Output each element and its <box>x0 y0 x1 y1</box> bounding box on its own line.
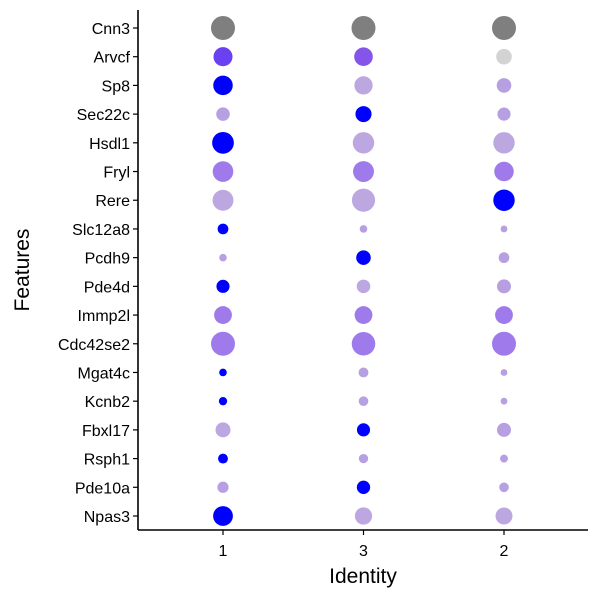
y-tick-label: Hsdl1 <box>89 136 130 153</box>
y-tick-label: Rsph1 <box>84 452 130 469</box>
dot-cdc42se2-3 <box>351 332 376 356</box>
y-tick-label: Kcnb2 <box>85 394 130 411</box>
x-axis-ticks: 1 3 2 <box>219 530 509 560</box>
dot-sec22c-3 <box>355 106 372 123</box>
dot-immp2l-3 <box>354 306 373 324</box>
dot-fryl-3 <box>353 161 374 182</box>
dot-hsdl1-2 <box>493 132 515 154</box>
dot-npas3-2 <box>495 507 513 525</box>
dot-rsph1-2 <box>500 454 508 463</box>
dot-mgat4c-2 <box>500 369 508 376</box>
dot-immp2l-2 <box>495 306 513 324</box>
dot-layer <box>211 16 516 526</box>
dot-hsdl1-1 <box>212 131 234 154</box>
dot-fbxl17-2 <box>497 422 511 437</box>
dot-rsph1-1 <box>218 453 228 464</box>
y-tick-label: Rere <box>95 193 130 210</box>
dot-cnn3-1 <box>211 16 235 40</box>
dot-fbxl17-1 <box>215 422 231 438</box>
dot-rere-2 <box>493 189 515 211</box>
dot-cnn3-2 <box>492 16 516 40</box>
x-tick-label: 1 <box>219 543 228 560</box>
y-axis-title: Features <box>11 229 34 312</box>
dot-arvcf-1 <box>213 47 233 67</box>
dot-kcnb2-1 <box>218 397 228 406</box>
dot-cdc42se2-1 <box>211 331 235 356</box>
dot-sp8-1 <box>213 75 233 96</box>
y-tick-label: Cnn3 <box>92 21 130 38</box>
y-tick-label: Slc12a8 <box>72 222 130 239</box>
dot-pcdh9-1 <box>219 253 227 262</box>
dot-arvcf-2 <box>496 48 512 65</box>
dot-sec22c-1 <box>216 107 230 121</box>
dot-pde10a-1 <box>217 481 229 493</box>
y-tick-label: Immp2l <box>78 308 130 325</box>
dot-pcdh9-2 <box>498 252 510 264</box>
dot-cdc42se2-2 <box>492 331 516 356</box>
dot-rere-1 <box>212 189 234 211</box>
y-tick-label: Sec22c <box>77 107 130 124</box>
dot-fbxl17-3 <box>356 423 371 437</box>
dot-rere-3 <box>351 188 376 212</box>
y-tick-label: Pde4d <box>84 279 130 296</box>
dot-slc12a8-1 <box>217 223 229 235</box>
dot-kcnb2-2 <box>500 397 508 405</box>
dot-npas3-3 <box>354 507 373 525</box>
dot-npas3-1 <box>213 506 233 526</box>
dot-rsph1-3 <box>358 453 369 464</box>
dot-pde4d-3 <box>356 279 371 294</box>
y-tick-label: Fbxl17 <box>82 423 130 440</box>
y-axis-ticks: Cnn3 Arvcf Sp8 Sec22c Hsdl1 Fryl Rere Slc12a8 Pc… <box>58 21 138 526</box>
dot-slc12a8-3 <box>359 225 368 233</box>
dot-hsdl1-3 <box>352 132 375 154</box>
dot-pde4d-1 <box>216 279 230 293</box>
dot-sp8-2 <box>496 78 512 93</box>
dot-kcnb2-3 <box>358 396 369 406</box>
dot-mgat4c-3 <box>358 367 369 378</box>
dot-pde4d-2 <box>497 279 511 294</box>
dot-fryl-1 <box>212 161 234 182</box>
y-tick-label: Npas3 <box>84 509 130 526</box>
y-tick-label: Mgat4c <box>78 365 130 382</box>
x-axis-title: Identity <box>329 565 397 588</box>
dot-fryl-2 <box>494 161 514 182</box>
x-tick-label: 3 <box>359 543 368 560</box>
dot-slc12a8-2 <box>500 225 508 233</box>
dot-immp2l-1 <box>214 306 232 324</box>
dot-sp8-3 <box>354 76 373 95</box>
x-tick-label: 2 <box>500 543 509 560</box>
dot-arvcf-3 <box>354 47 373 67</box>
y-tick-label: Cdc42se2 <box>58 337 130 354</box>
dot-pde10a-2 <box>499 482 509 493</box>
dot-pcdh9-3 <box>356 250 371 265</box>
y-tick-label: Fryl <box>103 165 130 182</box>
dot-mgat4c-1 <box>219 368 227 377</box>
y-tick-label: Pde10a <box>75 480 130 497</box>
dot-sec22c-2 <box>497 107 511 121</box>
y-tick-label: Sp8 <box>102 78 131 95</box>
dot-cnn3-3 <box>351 16 376 40</box>
y-tick-label: Pcdh9 <box>85 251 130 268</box>
dot-pde10a-3 <box>356 480 371 494</box>
y-tick-label: Arvcf <box>94 50 131 67</box>
